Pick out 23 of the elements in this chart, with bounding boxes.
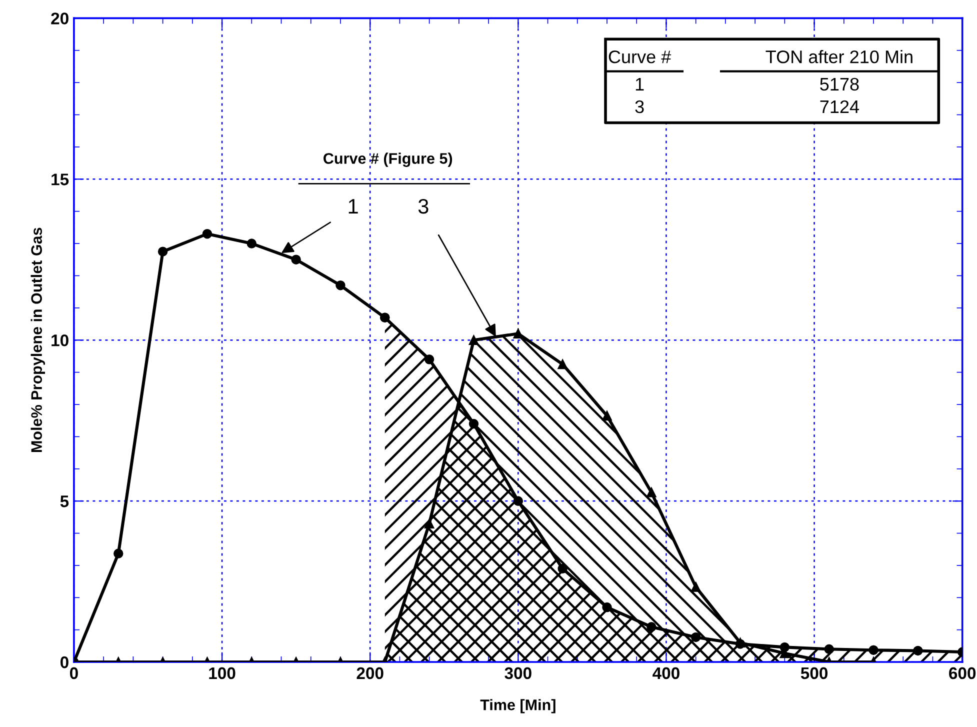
x-tick-label: 200 (356, 667, 384, 680)
x-tick-label: 0 (70, 667, 78, 680)
annotation: Curve # (608, 50, 672, 64)
annotation: 3 (635, 100, 644, 114)
x-tick-label: 600 (949, 667, 976, 680)
y-tick-label: 5 (60, 496, 69, 508)
y-tick-label: 10 (52, 334, 68, 346)
y-tick-label: 20 (51, 12, 68, 24)
annotation: TON after 210 Min (766, 50, 912, 64)
annotation: 1 (348, 199, 358, 214)
x-tick-label: 400 (652, 667, 680, 680)
x-axis-title: Time [Min] (480, 699, 556, 714)
annotation: 5178 (820, 78, 859, 91)
y-axis-title: Mole% Propylene in Outlet Gas (30, 228, 46, 452)
annotation: 7124 (820, 100, 860, 113)
x-tick-label: 100 (209, 667, 236, 680)
y-tick-label: 0 (60, 656, 68, 668)
annotation: 3 (418, 198, 428, 214)
annotation: Curve # (Figure 5) (324, 152, 452, 167)
annotation: 1 (636, 78, 644, 90)
y-tick-label: 15 (52, 174, 69, 186)
x-tick-label: 300 (504, 667, 532, 680)
x-tick-label: 500 (800, 667, 828, 680)
